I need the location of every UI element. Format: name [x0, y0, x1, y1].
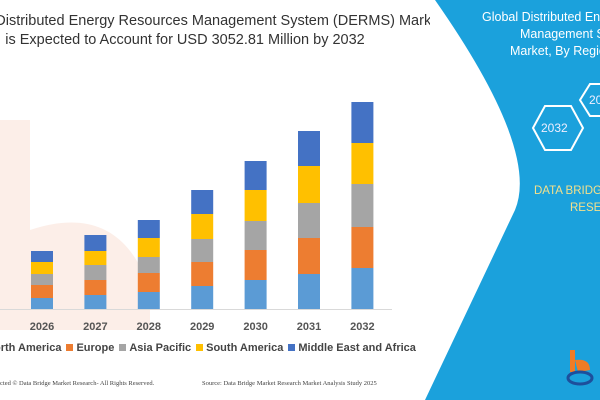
- x-tick-label: 2026: [30, 321, 54, 333]
- bar-2026-south-america: [31, 262, 53, 274]
- bar-2029-europe: [191, 262, 214, 286]
- bar-2032-north-america: [351, 268, 374, 309]
- panel-title: Global Distributed En Management S Marke…: [482, 9, 600, 60]
- x-tick-label: 2032: [350, 321, 374, 333]
- bar-2027-asia-pacific: [84, 265, 107, 280]
- bar-2028-asia-pacific: [137, 257, 160, 273]
- bar-2031-south-america: [298, 166, 320, 203]
- hex-year-partial: 20: [589, 93, 600, 107]
- bar-2026-europe: [31, 285, 53, 298]
- x-tick-label: 2031: [297, 321, 321, 333]
- bar-2032-asia-pacific: [351, 184, 374, 227]
- title-line-1: l Distributed Energy Resources Managemen…: [0, 13, 430, 29]
- brand-logo-icon: [566, 350, 594, 386]
- legend-item: Middle East and Africa: [283, 342, 416, 354]
- bar-2028-middle-east-and-africa: [137, 220, 160, 238]
- hexagon-partial: [578, 83, 600, 117]
- bar-2028-north-america: [137, 292, 160, 309]
- bar-2032-europe: [351, 227, 374, 268]
- copyright-text: cted © Data Bridge Market Research- All …: [0, 380, 155, 387]
- bar-2030-south-america: [244, 190, 267, 221]
- bar-2029-middle-east-and-africa: [191, 190, 214, 214]
- bar-2027-south-america: [84, 251, 107, 265]
- hex-year-2032: 2032: [541, 121, 568, 135]
- bar-2027-middle-east-and-africa: [84, 235, 107, 251]
- title-line-2: is Expected to Account for USD 3052.81 M…: [5, 32, 365, 48]
- bar-2027-north-america: [84, 295, 107, 309]
- bar-2027-europe: [84, 280, 107, 295]
- legend-label: orth America: [0, 342, 62, 354]
- panel-title-line-1: Global Distributed En: [482, 10, 600, 24]
- legend-label: Asia Pacific: [129, 342, 192, 354]
- panel-title-line-3: Market, By Region: [510, 44, 600, 58]
- brand-line-2: RESE: [570, 202, 600, 214]
- bar-2029-south-america: [191, 214, 214, 239]
- bar-2026-middle-east-and-africa: [31, 251, 53, 262]
- source-text: Source: Data Bridge Market Research Mark…: [202, 380, 377, 387]
- bar-2032-south-america: [351, 143, 374, 184]
- legend-label: Middle East and Africa: [298, 342, 416, 354]
- legend-swatch: [119, 344, 127, 351]
- legend-label: South America: [206, 342, 284, 354]
- legend: orth America Europe Asia Pacific South Amer…: [0, 342, 416, 354]
- bar-2031-europe: [298, 238, 320, 274]
- legend-item: South America: [191, 342, 283, 354]
- bar-2029-north-america: [191, 286, 214, 309]
- bar-2026-asia-pacific: [31, 274, 53, 285]
- stacked-bar-chart: 2026 2027 2028 2029 2030 2031 2032: [0, 102, 392, 333]
- x-tick-label: 2029: [190, 321, 214, 333]
- bar-2030-north-america: [244, 280, 267, 309]
- legend-swatch: [288, 344, 296, 351]
- legend-item: orth America: [0, 342, 61, 354]
- legend-item: Europe: [61, 342, 114, 354]
- legend-item: Asia Pacific: [114, 342, 191, 354]
- bar-2030-asia-pacific: [244, 221, 267, 250]
- x-tick-label: 2028: [137, 321, 161, 333]
- panel-title-line-2: Management S: [520, 27, 600, 41]
- legend-swatch: [196, 344, 204, 351]
- chart-title: l Distributed Energy Resources Managemen…: [0, 12, 430, 50]
- bar-2028-europe: [137, 273, 160, 292]
- bar-2030-europe: [244, 250, 267, 280]
- bar-2031-asia-pacific: [298, 203, 320, 238]
- brand-line-1: DATA BRIDG: [534, 185, 600, 197]
- bar-2031-north-america: [298, 274, 320, 309]
- bar-2028-south-america: [137, 238, 160, 257]
- bar-2026-north-america: [31, 298, 53, 309]
- legend-label: Europe: [76, 342, 115, 354]
- bar-2029-asia-pacific: [191, 239, 214, 262]
- bar-2030-middle-east-and-africa: [244, 161, 267, 190]
- x-tick-label: 2030: [243, 321, 267, 333]
- x-tick-label: 2027: [83, 321, 107, 333]
- legend-swatch: [66, 344, 74, 351]
- hexagon-2032: [531, 105, 585, 151]
- bar-2031-middle-east-and-africa: [298, 131, 320, 166]
- panel-shape: [425, 0, 600, 400]
- bar-2032-middle-east-and-africa: [351, 102, 374, 143]
